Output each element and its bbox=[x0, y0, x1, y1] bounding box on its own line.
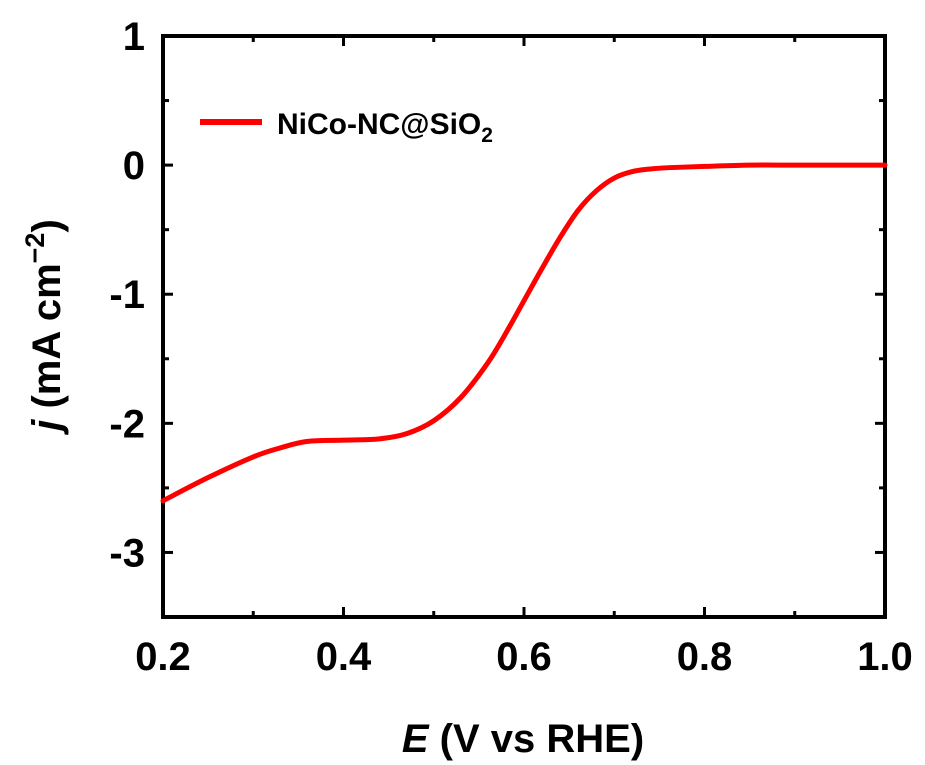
legend-label-main: NiCo-NC@SiO bbox=[277, 108, 481, 141]
y-axis-title-superscript: −2 bbox=[20, 233, 50, 264]
x-axis-title: E (V vs RHE) bbox=[402, 717, 644, 761]
series-group bbox=[160, 162, 888, 504]
y-axis-title-close: ) bbox=[25, 219, 69, 232]
y-axis-title: j (mA cm−2) bbox=[20, 219, 69, 436]
plot-frame bbox=[161, 34, 887, 619]
x-tick-label: 1.0 bbox=[857, 635, 913, 679]
x-axis-title-text: (V vs RHE) bbox=[429, 717, 645, 761]
x-axis-title-symbol: E bbox=[402, 717, 430, 761]
legend-label-subscript: 2 bbox=[481, 124, 493, 147]
x-tick-label: 0.4 bbox=[316, 635, 372, 679]
y-tick-label: -2 bbox=[109, 402, 145, 446]
x-tick-label: 0.2 bbox=[135, 635, 191, 679]
legend-label: NiCo-NC@SiO2 bbox=[277, 108, 493, 147]
y-tick-label: -1 bbox=[109, 273, 145, 317]
y-axis-title-symbol: j bbox=[25, 419, 69, 436]
x-tick-label: 0.6 bbox=[496, 635, 552, 679]
y-axis-ticks: 1 0 -1 -2 -3 bbox=[109, 15, 885, 575]
y-axis-title-text: (mA cm bbox=[25, 263, 69, 419]
plot-area-frame bbox=[161, 34, 887, 619]
x-axis-ticks: 0.2 0.4 0.6 0.8 1.0 bbox=[135, 36, 913, 679]
legend: NiCo-NC@SiO2 bbox=[200, 108, 493, 147]
y-tick-label: 0 bbox=[123, 144, 145, 188]
y-tick-label: 1 bbox=[123, 15, 145, 59]
series-line-nico-nc-sio2 bbox=[160, 162, 888, 504]
y-tick-label: -3 bbox=[109, 531, 145, 575]
x-tick-label: 0.8 bbox=[677, 635, 733, 679]
